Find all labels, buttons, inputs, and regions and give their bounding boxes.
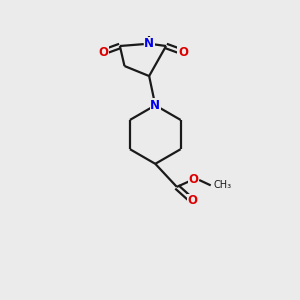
- Text: O: O: [178, 46, 188, 59]
- Text: N: N: [144, 37, 154, 50]
- Text: O: O: [98, 46, 108, 59]
- Text: N: N: [150, 99, 160, 112]
- Text: CH₃: CH₃: [213, 180, 231, 190]
- Text: O: O: [189, 173, 199, 186]
- Text: O: O: [187, 194, 197, 207]
